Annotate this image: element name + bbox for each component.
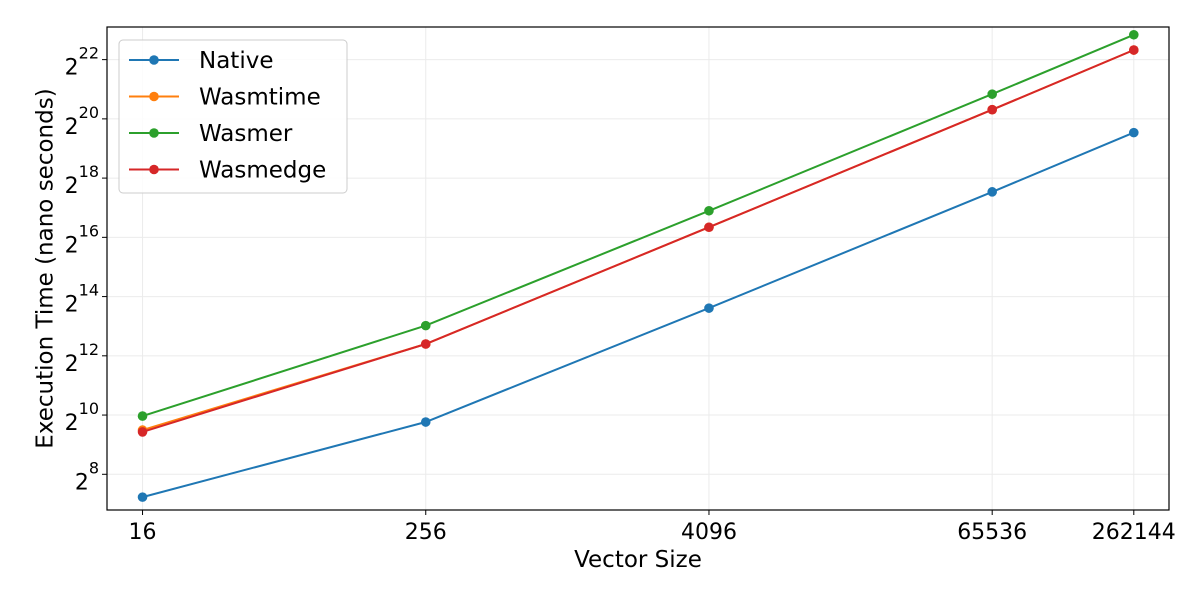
legend-marker-wasmtime — [149, 91, 159, 102]
legend-label-native: Native — [199, 48, 273, 74]
y-tick-exponent: 20 — [79, 103, 99, 122]
series-lines — [137, 29, 1139, 502]
y-axis-title: Execution Time (nano seconds) — [33, 88, 59, 448]
legend: Native Wasmtime Wasmer Wasmedge — [118, 39, 348, 194]
x-tick-label: 262144 — [1092, 520, 1176, 545]
x-tick-label: 16 — [129, 520, 157, 545]
data-point-wasmer — [137, 411, 148, 421]
legend-marker-native — [149, 55, 159, 65]
y-tick-label: 220 — [65, 103, 99, 140]
legend-label-wasmer: Wasmer — [199, 121, 293, 147]
data-point-wasmedge — [1128, 45, 1139, 55]
y-tick-exponent: 22 — [79, 44, 99, 63]
y-tick-base: 2 — [65, 115, 79, 140]
data-point-wasmedge — [420, 339, 431, 349]
plot-area — [106, 26, 1170, 511]
y-tick-label: 210 — [65, 399, 99, 436]
y-tick-label: 222 — [65, 44, 99, 81]
y-tick-exponent: 16 — [79, 221, 99, 240]
data-point-wasmedge — [987, 104, 997, 115]
y-tick-base: 2 — [65, 411, 79, 436]
y-tick-label: 212 — [65, 340, 99, 377]
y-tick-base: 2 — [65, 352, 79, 377]
legend-label-wasmedge: Wasmedge — [199, 158, 326, 184]
axis-ticks: 16 256 4096 65536 26214428210212214216218220… — [65, 44, 1176, 545]
data-point-wasmedge — [704, 222, 714, 233]
y-tick-exponent: 14 — [79, 281, 99, 300]
data-point-wasmedge — [137, 427, 148, 437]
x-axis-title: Vector Size — [574, 547, 702, 573]
data-point-native — [987, 187, 997, 197]
legend-box — [118, 39, 348, 194]
legend-marker-wasmedge — [149, 164, 159, 175]
y-tick-base: 2 — [65, 293, 79, 318]
data-point-wasmer — [1128, 29, 1139, 40]
x-tick-label: 256 — [405, 520, 447, 545]
y-tick-label: 28 — [75, 458, 99, 495]
y-tick-base: 2 — [65, 56, 79, 81]
data-point-native — [137, 492, 148, 502]
legend-marker-wasmer — [149, 128, 159, 138]
y-tick-base: 2 — [65, 233, 79, 258]
y-tick-label: 218 — [65, 162, 99, 199]
data-point-wasmer — [420, 320, 431, 331]
y-tick-exponent: 8 — [89, 458, 99, 477]
data-point-native — [704, 303, 714, 313]
y-tick-label: 214 — [65, 281, 99, 318]
y-tick-exponent: 18 — [79, 162, 99, 181]
data-point-native — [1128, 127, 1139, 138]
y-tick-exponent: 12 — [79, 340, 99, 359]
y-tick-exponent: 10 — [79, 399, 99, 418]
data-point-wasmer — [704, 205, 714, 216]
legend-label-wasmtime: Wasmtime — [199, 85, 321, 111]
y-tick-base: 2 — [65, 174, 79, 199]
x-tick-label: 65536 — [957, 520, 1027, 545]
x-tick-label: 4096 — [681, 520, 737, 545]
y-tick-base: 2 — [75, 470, 89, 495]
data-point-native — [420, 417, 431, 427]
y-tick-label: 216 — [65, 221, 99, 258]
data-point-wasmer — [987, 89, 997, 99]
